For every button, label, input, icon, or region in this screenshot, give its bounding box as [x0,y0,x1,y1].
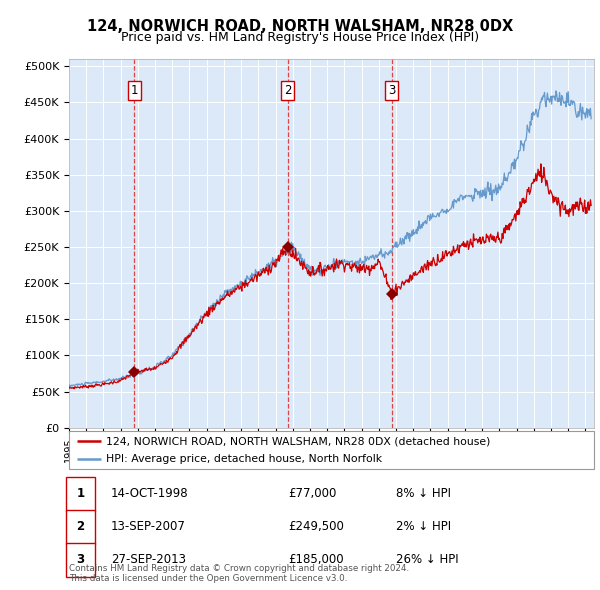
Text: Price paid vs. HM Land Registry's House Price Index (HPI): Price paid vs. HM Land Registry's House … [121,31,479,44]
Text: 8% ↓ HPI: 8% ↓ HPI [396,487,451,500]
Text: 1: 1 [130,84,138,97]
Text: 26% ↓ HPI: 26% ↓ HPI [396,553,458,566]
Text: 124, NORWICH ROAD, NORTH WALSHAM, NR28 0DX: 124, NORWICH ROAD, NORTH WALSHAM, NR28 0… [87,19,513,34]
Text: 14-OCT-1998: 14-OCT-1998 [111,487,188,500]
Text: £77,000: £77,000 [288,487,337,500]
Text: 27-SEP-2013: 27-SEP-2013 [111,553,186,566]
Text: 2% ↓ HPI: 2% ↓ HPI [396,520,451,533]
Text: 2: 2 [76,520,85,533]
Text: £185,000: £185,000 [288,553,344,566]
Text: 3: 3 [388,84,395,97]
Text: HPI: Average price, detached house, North Norfolk: HPI: Average price, detached house, Nort… [106,454,382,464]
Text: £249,500: £249,500 [288,520,344,533]
Text: 13-SEP-2007: 13-SEP-2007 [111,520,186,533]
Text: 3: 3 [76,553,85,566]
Text: Contains HM Land Registry data © Crown copyright and database right 2024.
This d: Contains HM Land Registry data © Crown c… [69,563,409,583]
Text: 1: 1 [76,487,85,500]
Text: 2: 2 [284,84,292,97]
Text: 124, NORWICH ROAD, NORTH WALSHAM, NR28 0DX (detached house): 124, NORWICH ROAD, NORTH WALSHAM, NR28 0… [106,437,490,447]
